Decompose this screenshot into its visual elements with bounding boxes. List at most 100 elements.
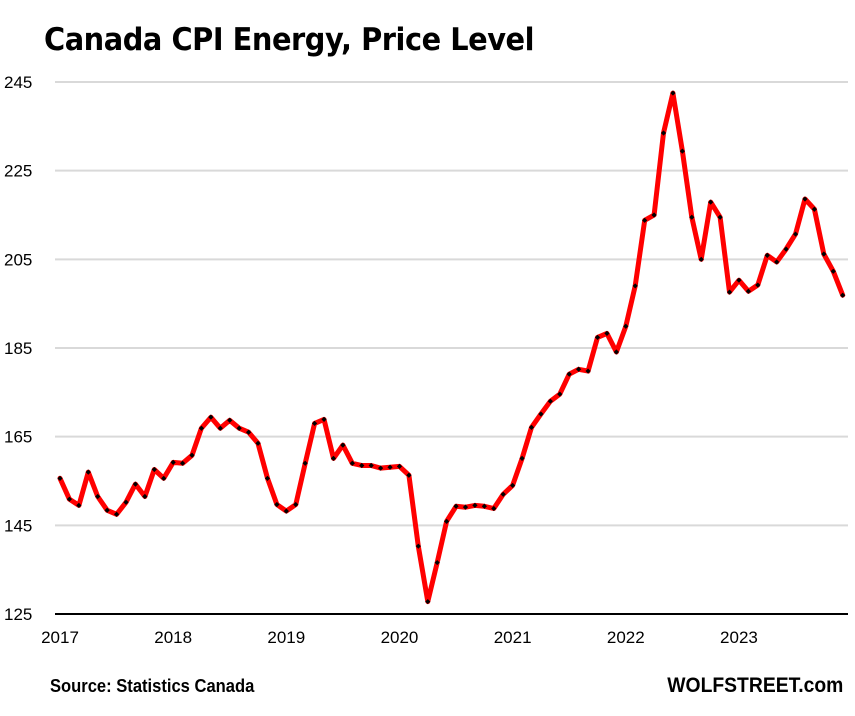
data-point <box>726 289 733 295</box>
data-point <box>576 366 582 372</box>
data-point <box>406 472 412 478</box>
x-tick-label: 2020 <box>381 628 419 647</box>
data-point <box>566 371 572 377</box>
data-point <box>444 518 450 524</box>
x-axis-ticks: 2017 2018 2019 2020 2021 2022 2023 <box>41 628 758 647</box>
data-point <box>510 482 516 489</box>
data-point <box>425 598 431 605</box>
data-point <box>462 504 469 510</box>
data-point <box>208 414 214 420</box>
data-point <box>689 214 695 220</box>
x-tick-label: 2017 <box>41 628 79 647</box>
data-point <box>642 217 648 223</box>
data-point <box>453 503 459 509</box>
data-point <box>736 277 742 283</box>
data-point <box>312 420 318 426</box>
data-point <box>774 259 780 265</box>
series-line <box>57 90 846 605</box>
data-point <box>321 416 327 422</box>
data-point <box>132 481 139 487</box>
data-point <box>255 440 261 446</box>
data-point <box>85 469 91 475</box>
data-point <box>368 462 374 469</box>
x-tick-label: 2019 <box>267 628 305 647</box>
data-point <box>387 464 393 470</box>
data-point <box>783 246 789 252</box>
data-point <box>179 460 186 466</box>
data-point <box>717 214 723 220</box>
gridlines <box>55 81 848 615</box>
data-point <box>500 491 506 497</box>
data-point <box>594 334 601 340</box>
data-point <box>359 462 365 469</box>
y-tick-label: 145 <box>4 516 32 535</box>
data-point <box>585 368 591 374</box>
data-point <box>264 475 271 481</box>
data-point <box>538 411 544 417</box>
data-point <box>123 499 129 505</box>
data-point <box>679 148 685 154</box>
chart-title: Canada CPI Energy, Price Level <box>44 22 535 58</box>
data-point <box>330 455 337 461</box>
data-point <box>349 460 355 466</box>
data-point <box>76 502 82 508</box>
y-tick-label: 185 <box>4 339 32 358</box>
data-point <box>142 493 148 500</box>
data-point <box>764 252 770 258</box>
x-tick-label: 2021 <box>494 628 532 647</box>
data-point <box>708 199 714 205</box>
data-point <box>113 511 120 517</box>
y-tick-label: 125 <box>4 605 32 624</box>
data-point <box>151 466 157 473</box>
data-point <box>840 292 846 298</box>
data-point <box>792 231 799 237</box>
data-point <box>302 460 308 466</box>
data-point <box>811 206 817 212</box>
data-point <box>613 349 619 355</box>
data-point <box>632 283 638 289</box>
data-point <box>821 251 827 257</box>
data-point <box>472 502 478 508</box>
data-point <box>557 391 563 397</box>
y-axis-ticks: 125 145 165 185 205 225 245 <box>4 73 32 624</box>
data-point <box>830 268 836 274</box>
x-tick-label: 2018 <box>154 628 192 647</box>
data-point <box>293 501 299 508</box>
brand-label: WOLFSTREET.com <box>666 674 843 697</box>
y-tick-label: 225 <box>4 162 32 181</box>
data-point <box>528 424 535 430</box>
data-point <box>660 130 667 136</box>
data-point <box>755 282 761 288</box>
data-point <box>57 475 63 481</box>
data-point <box>198 425 205 431</box>
x-tick-label: 2023 <box>720 628 758 647</box>
data-point <box>274 501 280 508</box>
data-point <box>547 398 553 404</box>
data-point <box>396 463 403 469</box>
data-point <box>95 493 101 500</box>
data-point <box>246 429 252 435</box>
data-point <box>491 505 497 512</box>
data-point <box>170 459 176 465</box>
y-tick-label: 205 <box>4 250 32 269</box>
data-point <box>481 503 487 509</box>
y-tick-label: 165 <box>4 428 32 447</box>
y-tick-label: 245 <box>4 73 32 92</box>
data-point <box>227 417 233 423</box>
data-point <box>217 425 223 431</box>
data-point <box>66 496 73 502</box>
data-point <box>283 508 289 514</box>
data-point <box>651 212 657 218</box>
x-tick-label: 2022 <box>607 628 645 647</box>
data-point <box>434 559 440 566</box>
data-point <box>340 442 346 448</box>
data-point <box>670 90 676 96</box>
series-group <box>57 90 846 605</box>
data-point <box>623 323 629 329</box>
data-point <box>604 330 610 336</box>
data-point <box>698 256 704 262</box>
data-point <box>802 196 808 202</box>
data-point <box>415 543 421 549</box>
source-label: Source: Statistics Canada <box>50 676 255 696</box>
